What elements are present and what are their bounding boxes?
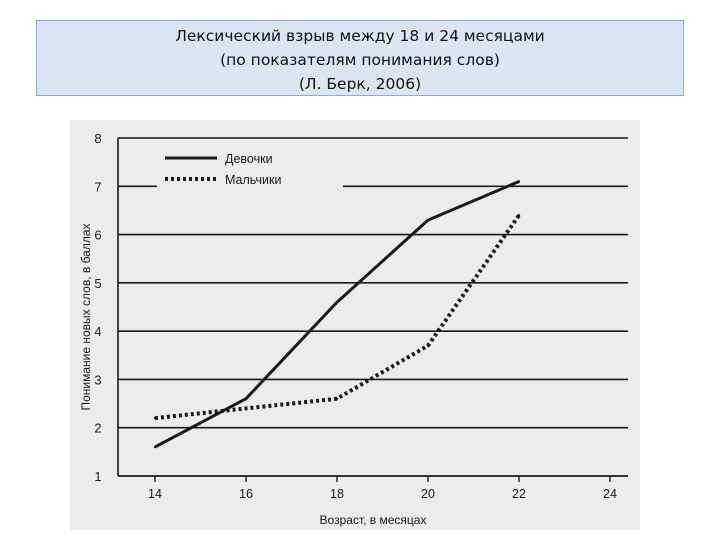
x-tick-label-20: 20 bbox=[421, 487, 435, 501]
slide-title-line-2: (по показателям понимания слов) bbox=[220, 51, 500, 69]
series-line-boys bbox=[154, 214, 521, 421]
slide-title-box: Лексический взрыв между 18 и 24 месяцами… bbox=[36, 20, 684, 96]
data-point-girls-20 bbox=[426, 218, 430, 222]
x-tick-label-22: 22 bbox=[512, 487, 526, 501]
data-point-girls-16 bbox=[244, 397, 248, 400]
line-chart: 1 2 3 4 5 6 7 8 14 16 18 20 22 24 Возраст, в месяцах По… bbox=[79, 131, 628, 527]
data-point-girls-22 bbox=[517, 180, 521, 183]
data-point-boys-16 bbox=[244, 407, 248, 410]
data-point-boys-20 bbox=[426, 344, 430, 347]
slide-title-line-1: Лексический взрыв между 18 и 24 месяцами bbox=[175, 27, 545, 45]
y-tick-label-8: 8 bbox=[94, 131, 101, 146]
x-tick-label-16: 16 bbox=[239, 487, 253, 501]
x-tick-label-18: 18 bbox=[330, 487, 344, 501]
y-tick-label-4: 4 bbox=[94, 324, 101, 339]
data-point-boys-14 bbox=[153, 416, 157, 420]
y-axis-label: Понимание новых слов, в баллах bbox=[79, 223, 93, 410]
slide-title-line-3: (Л. Берк, 2006) bbox=[298, 75, 422, 93]
data-point-girls-14 bbox=[153, 445, 157, 449]
y-tick-label-3: 3 bbox=[94, 372, 101, 387]
y-tick-label-5: 5 bbox=[94, 276, 101, 291]
chart-scan-image: 1 2 3 4 5 6 7 8 14 16 18 20 22 24 Возраст, в месяцах По… bbox=[70, 120, 640, 530]
legend-box bbox=[157, 144, 343, 194]
data-point-boys-18 bbox=[335, 397, 339, 400]
y-tick-label-7: 7 bbox=[94, 179, 101, 194]
series-line-girls bbox=[154, 180, 520, 449]
y-tick-label-1: 1 bbox=[94, 469, 101, 484]
x-tick-label-14: 14 bbox=[148, 487, 162, 501]
data-point-girls-18 bbox=[335, 300, 339, 304]
legend-label-girls: Девочки bbox=[225, 152, 273, 166]
legend-label-boys: Мальчики bbox=[225, 173, 281, 187]
y-tick-label-6: 6 bbox=[94, 228, 101, 243]
data-point-boys-22 bbox=[517, 214, 521, 217]
x-tick-label-24: 24 bbox=[603, 487, 617, 501]
y-tick-label-2: 2 bbox=[94, 421, 101, 436]
x-axis-label: Возраст, в месяцах bbox=[320, 513, 427, 527]
